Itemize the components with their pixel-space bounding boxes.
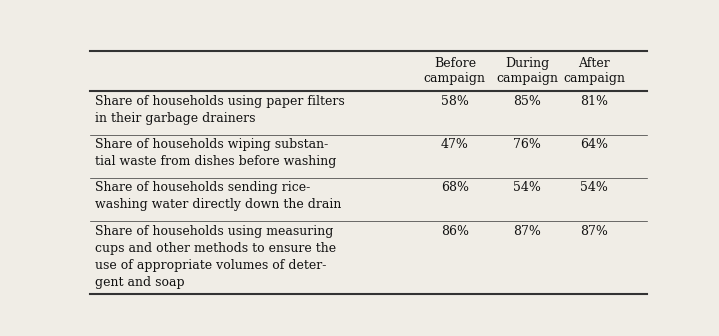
Text: 68%: 68% bbox=[441, 181, 469, 195]
Text: 64%: 64% bbox=[580, 138, 608, 151]
Text: Before
campaign: Before campaign bbox=[424, 57, 486, 85]
Text: 85%: 85% bbox=[513, 95, 541, 108]
Text: Share of households using measuring
cups and other methods to ensure the
use of : Share of households using measuring cups… bbox=[96, 225, 336, 289]
Text: 86%: 86% bbox=[441, 225, 469, 238]
Text: After
campaign: After campaign bbox=[563, 57, 625, 85]
Text: Share of households using paper filters
in their garbage drainers: Share of households using paper filters … bbox=[96, 95, 345, 125]
Text: 54%: 54% bbox=[580, 181, 608, 195]
Text: 87%: 87% bbox=[513, 225, 541, 238]
Text: 76%: 76% bbox=[513, 138, 541, 151]
Text: During
campaign: During campaign bbox=[496, 57, 558, 85]
Text: 87%: 87% bbox=[580, 225, 608, 238]
Text: 54%: 54% bbox=[513, 181, 541, 195]
Text: 47%: 47% bbox=[441, 138, 469, 151]
Text: Share of households wiping substan-
tial waste from dishes before washing: Share of households wiping substan- tial… bbox=[96, 138, 336, 168]
Text: Share of households sending rice-
washing water directly down the drain: Share of households sending rice- washin… bbox=[96, 181, 342, 211]
Text: 58%: 58% bbox=[441, 95, 469, 108]
Text: 81%: 81% bbox=[580, 95, 608, 108]
